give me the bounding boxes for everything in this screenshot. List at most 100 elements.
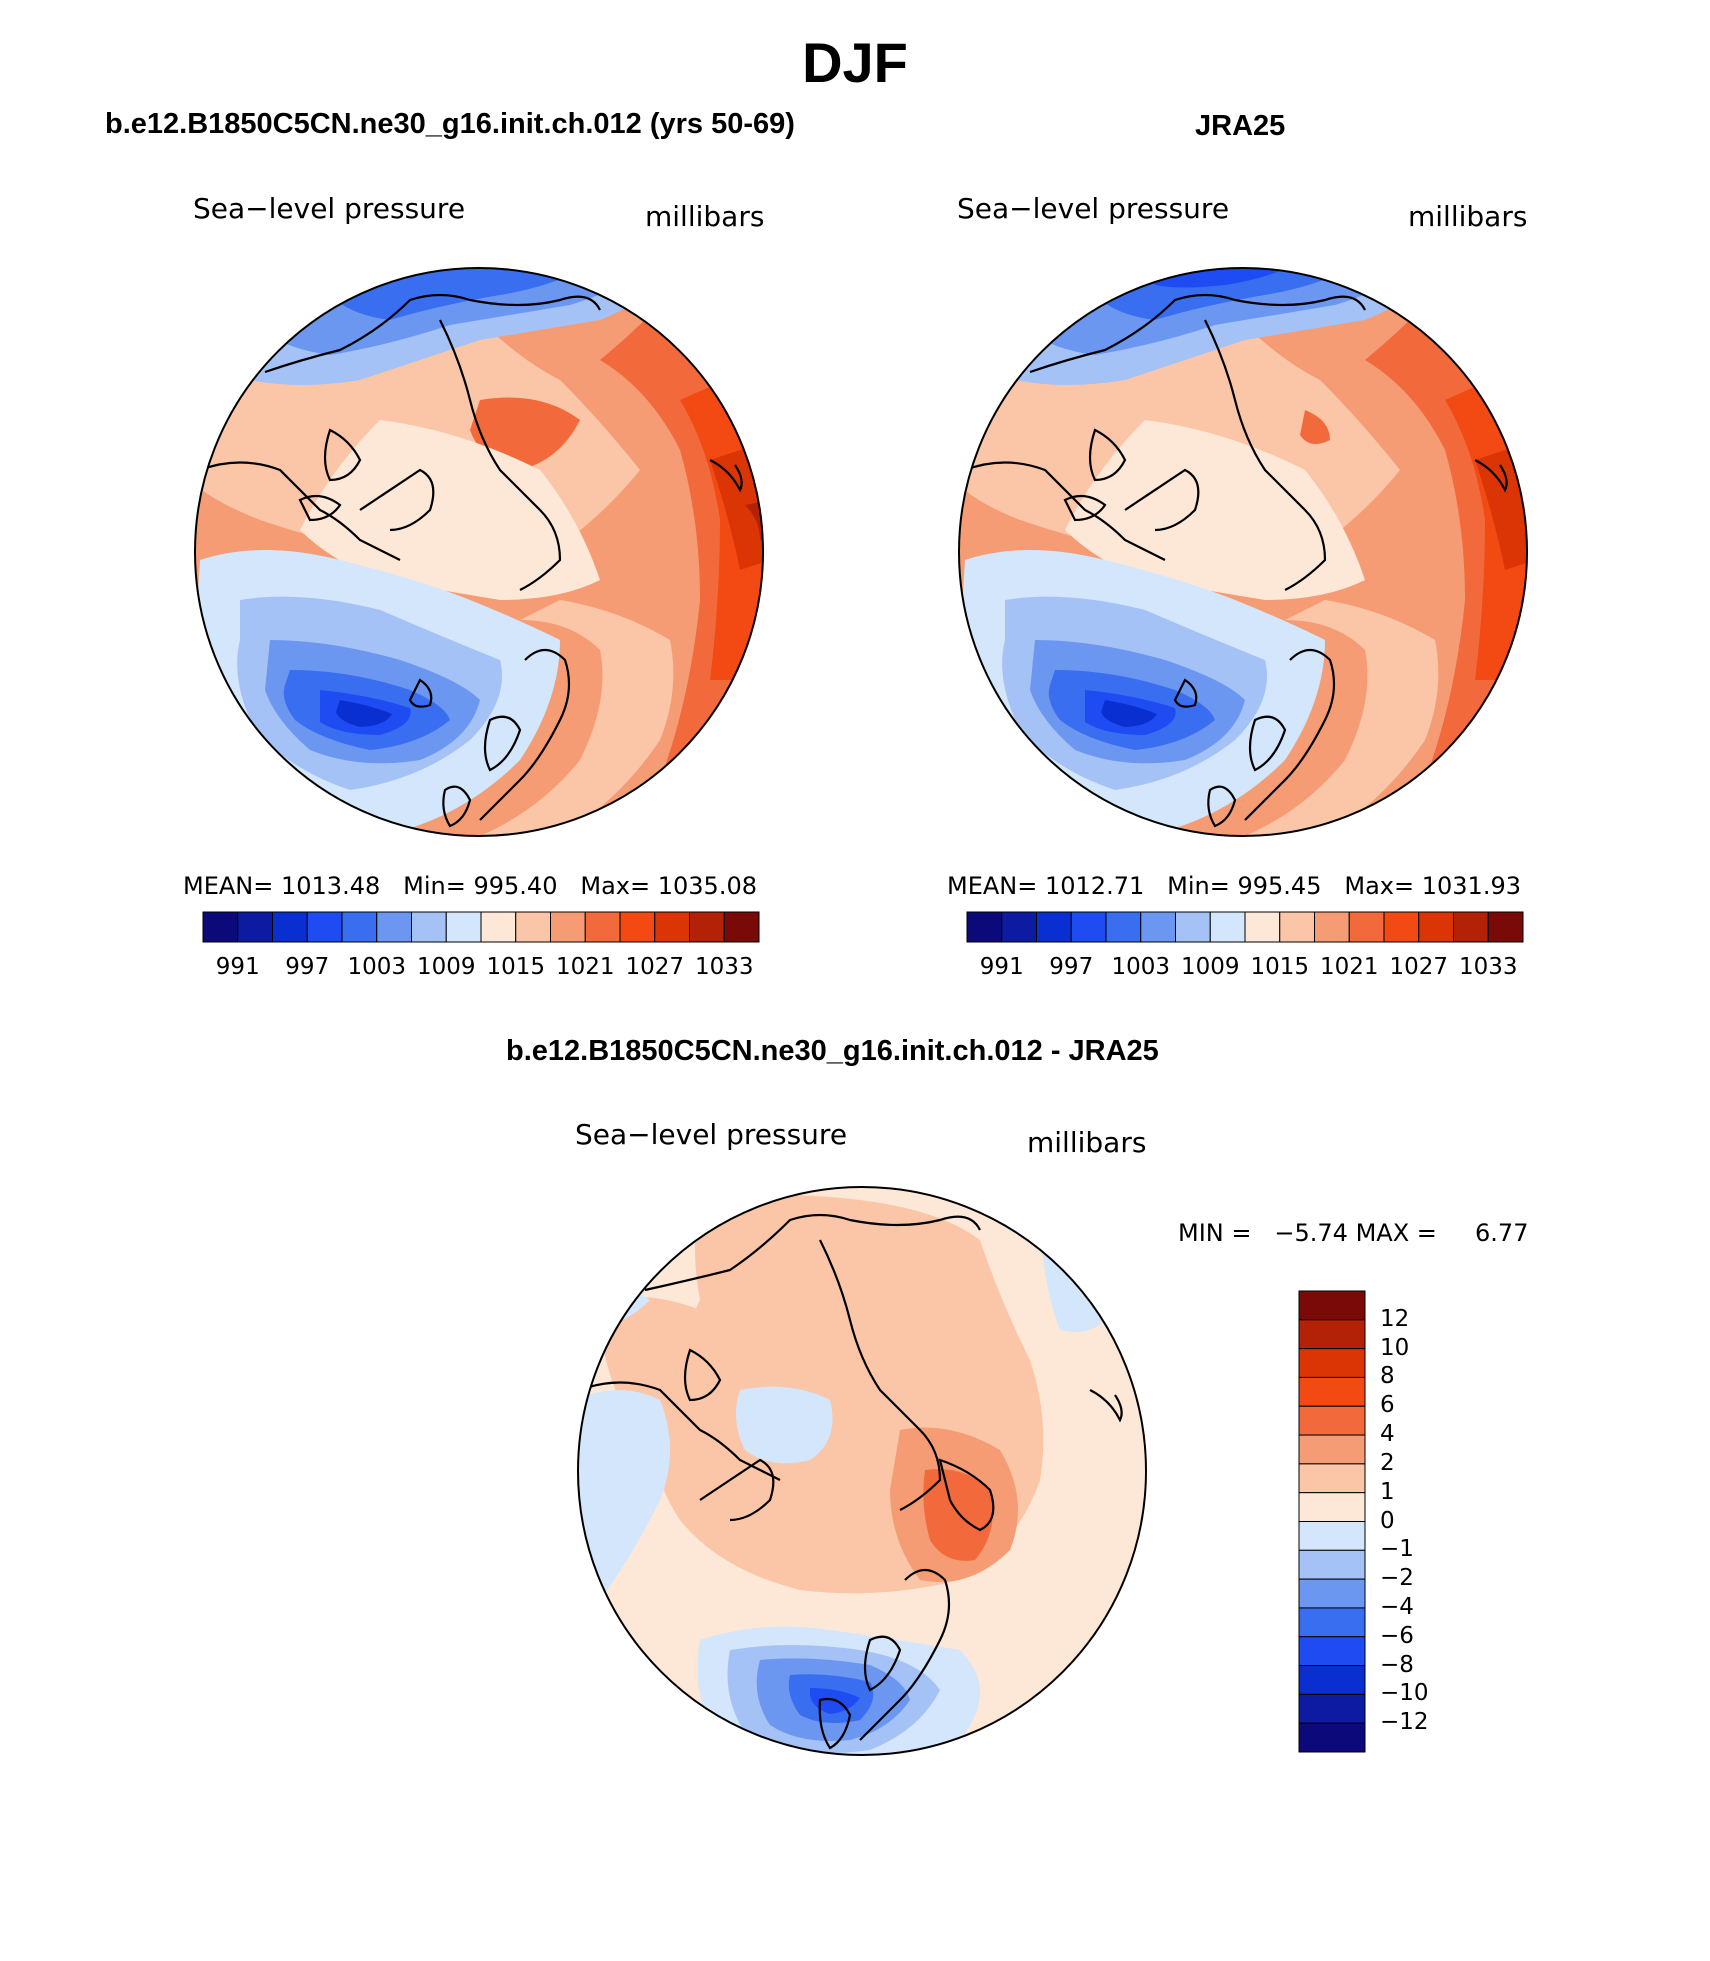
model-colorbar-tick-label: 997	[285, 954, 330, 980]
obs-colorbar-swatch-10	[1314, 911, 1350, 943]
model-colorbar-tick-label: 1015	[486, 954, 546, 980]
model-colorbar-tick-label: 1003	[347, 954, 407, 980]
obs-colorbar-tick-label: 991	[979, 954, 1024, 980]
difference-colorbar-tick-label: −12	[1380, 1709, 1429, 1736]
obs-colorbar-swatch-2	[1036, 911, 1072, 943]
difference-colorbar-swatch-7	[1298, 1492, 1366, 1523]
obs-panel-title: JRA25	[1195, 110, 1286, 142]
difference-colorbar-swatch-11	[1298, 1607, 1366, 1638]
obs-colorbar-tick-label: 1009	[1180, 954, 1240, 980]
difference-colorbar-tick-label: −6	[1380, 1622, 1414, 1649]
model-mean-value: 1013.48	[281, 872, 381, 900]
difference-colorbar-tick-label: 10	[1380, 1334, 1410, 1361]
difference-colorbar-swatch-10	[1298, 1578, 1366, 1609]
obs-colorbar-swatch-8	[1244, 911, 1281, 943]
obs-mean-value: 1012.71	[1045, 872, 1145, 900]
difference-colorbar-tick-label: 8	[1380, 1363, 1395, 1390]
model-colorbar-swatch-4	[341, 911, 378, 943]
obs-max-label: Max=	[1344, 872, 1415, 900]
difference-colorbar-swatch-1	[1298, 1319, 1366, 1350]
difference-colorbar-labels: 12 10 8 6 4 2 1 0 −1 −2 −4 −6 −8 −10 −12	[1380, 1291, 1460, 1752]
obs-mean-label: MEAN=	[947, 872, 1038, 900]
model-max-label: Max=	[580, 872, 651, 900]
model-variable-label: Sea−level pressure	[193, 192, 466, 225]
obs-colorbar-tick-label: 1003	[1111, 954, 1171, 980]
obs-variable-label: Sea−level pressure	[957, 192, 1230, 225]
model-colorbar-swatch-0	[202, 911, 239, 943]
obs-colorbar	[966, 911, 1524, 943]
difference-colorbar-swatch-6	[1298, 1463, 1366, 1494]
obs-colorbar-swatch-6	[1175, 911, 1211, 943]
obs-min-label: Min=	[1167, 872, 1230, 900]
difference-colorbar-swatch-4	[1298, 1405, 1366, 1436]
model-colorbar-swatch-2	[272, 911, 308, 943]
model-colorbar-swatch-9	[515, 911, 551, 943]
difference-colorbar-tick-label: −8	[1380, 1651, 1414, 1678]
difference-colorbar-swatch-0	[1298, 1290, 1366, 1321]
difference-colorbar-tick-label: −4	[1380, 1593, 1414, 1620]
obs-colorbar-swatch-11	[1348, 911, 1385, 943]
difference-colorbar-tick-label: 2	[1380, 1449, 1395, 1476]
difference-colorbar-tick-label: 4	[1380, 1421, 1395, 1448]
model-colorbar-swatch-13	[654, 911, 690, 943]
obs-colorbar-tick-label: 1027	[1389, 954, 1449, 980]
model-colorbar	[202, 911, 760, 943]
difference-colorbar-tick-label: 0	[1380, 1507, 1395, 1534]
obs-colorbar-swatch-4	[1105, 911, 1142, 943]
difference-colorbar-tick-label: 6	[1380, 1392, 1395, 1419]
model-colorbar-tick-label: 991	[215, 954, 260, 980]
obs-colorbar-swatch-0	[966, 911, 1003, 943]
difference-max-value: 6.77	[1475, 1219, 1529, 1247]
obs-colorbar-swatch-15	[1487, 911, 1524, 943]
model-colorbar-swatch-8	[480, 911, 517, 943]
difference-colorbar-swatch-9	[1298, 1549, 1366, 1580]
obs-colorbar-tick-label: 997	[1049, 954, 1094, 980]
difference-colorbar-tick-label: −2	[1380, 1565, 1414, 1592]
model-panel-title: b.e12.B1850C5CN.ne30_g16.init.ch.012 (yr…	[105, 108, 795, 140]
difference-min-value: −5.74	[1274, 1219, 1348, 1247]
model-colorbar-tick-label: 1027	[625, 954, 685, 980]
model-colorbar-swatch-15	[723, 911, 760, 943]
model-colorbar-swatch-5	[376, 911, 412, 943]
obs-colorbar-tick-label: 1021	[1319, 954, 1379, 980]
difference-colorbar-swatch-2	[1298, 1348, 1366, 1378]
model-colorbar-tick-label: 1033	[694, 954, 754, 980]
obs-max-value: 1031.93	[1421, 872, 1521, 900]
obs-colorbar-swatch-14	[1453, 911, 1489, 943]
model-colorbar-swatch-11	[584, 911, 621, 943]
difference-variable-label: Sea−level pressure	[575, 1118, 848, 1151]
model-mean-label: MEAN=	[183, 872, 274, 900]
model-max-value: 1035.08	[657, 872, 757, 900]
difference-colorbar	[1298, 1290, 1366, 1753]
obs-colorbar-swatch-3	[1070, 911, 1107, 943]
difference-colorbar-tick-label: 12	[1380, 1305, 1410, 1332]
difference-panel-title: b.e12.B1850C5CN.ne30_g16.init.ch.012 - J…	[506, 1035, 1159, 1067]
difference-units-label: millibars	[1027, 1126, 1147, 1159]
figure-title: DJF	[802, 31, 908, 94]
model-colorbar-tick-label: 1021	[555, 954, 615, 980]
obs-min-value: 995.45	[1237, 872, 1322, 900]
difference-colorbar-swatch-13	[1298, 1665, 1366, 1695]
difference-min-label: MIN =	[1178, 1219, 1252, 1247]
model-colorbar-tick-label: 1009	[416, 954, 476, 980]
difference-max-label: MAX =	[1355, 1219, 1437, 1247]
obs-colorbar-labels: 991 997 1003 1009 1015 1021 1027 1033	[967, 954, 1523, 984]
difference-colorbar-swatch-5	[1298, 1434, 1366, 1465]
model-colorbar-swatch-1	[237, 911, 273, 943]
difference-colorbar-tick-label: −10	[1380, 1680, 1429, 1707]
model-colorbar-swatch-12	[619, 911, 656, 943]
obs-colorbar-swatch-7	[1209, 911, 1246, 943]
model-colorbar-swatch-10	[550, 911, 586, 943]
difference-colorbar-tick-label: 1	[1380, 1478, 1395, 1505]
obs-colorbar-tick-label: 1033	[1458, 954, 1518, 980]
difference-colorbar-swatch-14	[1298, 1693, 1366, 1724]
difference-colorbar-swatch-15	[1298, 1722, 1366, 1753]
obs-colorbar-swatch-12	[1383, 911, 1420, 943]
obs-colorbar-swatch-9	[1279, 911, 1315, 943]
obs-colorbar-tick-label: 1015	[1250, 954, 1310, 980]
difference-colorbar-tick-label: −1	[1380, 1536, 1414, 1563]
difference-colorbar-swatch-12	[1298, 1636, 1366, 1667]
